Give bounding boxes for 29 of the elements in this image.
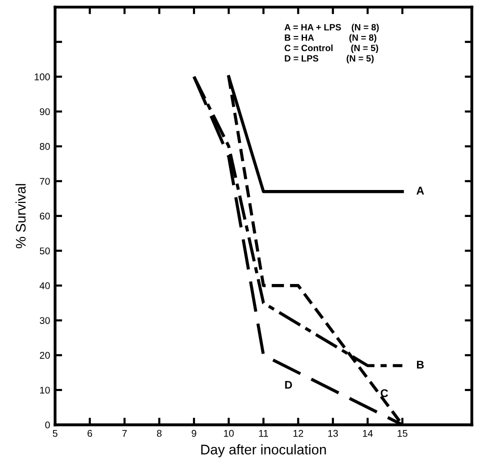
y-tick-label: 100 [34,73,50,80]
x-tick-label: 13 [328,430,338,437]
y-axis-title: % Survival [16,184,26,248]
x-tick-label: 8 [156,430,162,437]
x-tick-label: 6 [88,430,92,437]
y-tick-label: 50 [40,247,50,254]
x-tick-label: 7 [122,430,127,437]
annotation: A = HA + LPS (N = 8) B = HA (N = 8) C = Control (N = 5) D = LPS (N = 5) [284,24,379,64]
x-tick-label: 5 [52,430,58,437]
x-tick-label: 10 [224,430,234,437]
x-tick-label: 12 [294,430,304,437]
x-tick-label: 14 [362,430,373,437]
x-tick-label: 15 [398,430,408,437]
y-tick-label: 40 [40,282,50,290]
x-tick-label: 9 [192,430,196,437]
y-tick-label: 80 [40,143,50,150]
series-label: C [380,389,388,398]
series-label: A [416,186,424,194]
y-tick-label: 0 [45,422,50,428]
series-label: B [416,360,424,368]
y-tick-label: 20 [40,352,50,359]
x-tick-label: 11 [259,430,268,437]
y-tick-label: 90 [40,108,50,116]
y-tick-label: 60 [40,212,50,220]
y-tick-label: 70 [40,178,50,185]
x-axis-title: Day after inoculation [201,444,326,458]
series-label: D [285,381,292,389]
y-tick-label: 30 [40,317,50,324]
y-tick-label: 10 [40,386,50,394]
